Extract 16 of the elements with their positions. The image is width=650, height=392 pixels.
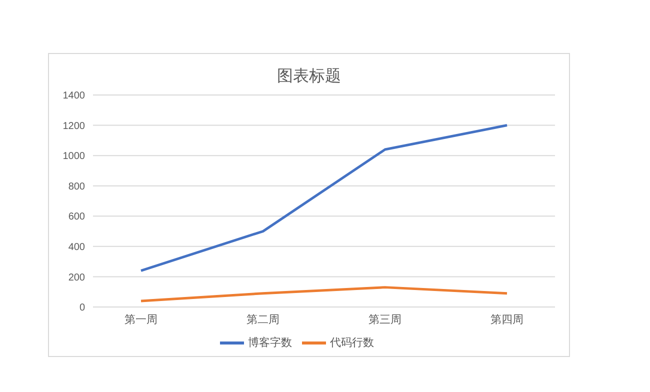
line-series <box>140 124 508 272</box>
chart-title: 图表标题 <box>276 66 342 87</box>
x-tick-label: 第三周 <box>368 314 402 326</box>
y-tick-label: 600 <box>68 212 86 223</box>
x-tick-label: 第四周 <box>490 314 524 326</box>
y-tick-label: 400 <box>68 242 86 253</box>
x-tick-label: 第一周 <box>124 314 158 326</box>
y-tick-label: 200 <box>68 272 86 284</box>
legend-label: 博客字数 <box>248 336 292 349</box>
y-tick-label: 0 <box>79 302 86 314</box>
y-tick-label: 1400 <box>62 90 86 102</box>
legend-label: 代码行数 <box>330 336 374 349</box>
y-tick-label: 1000 <box>62 151 86 162</box>
x-tick-label: 第二周 <box>246 314 280 326</box>
y-tick-label: 800 <box>68 181 86 192</box>
y-tick-label: 1200 <box>62 120 86 132</box>
